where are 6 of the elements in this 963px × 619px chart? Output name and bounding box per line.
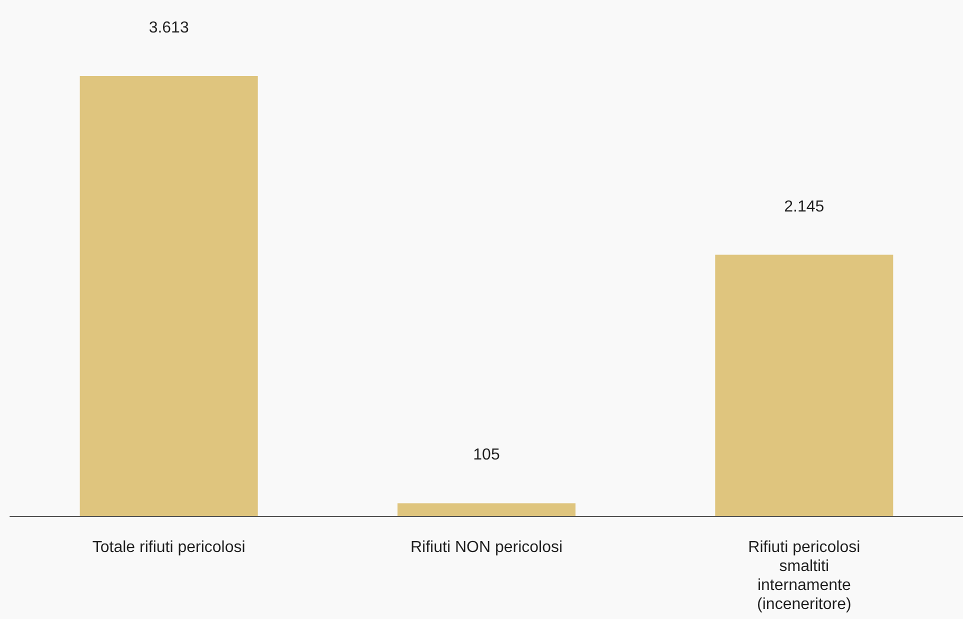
data-label: 3.613 [148,20,189,36]
x-tick-label: Rifiuti NON pericolosi [410,539,563,556]
x-tick-label: Rifiuti pericolosi smaltiti internamente (inceneritore) [748,539,860,613]
data-label: 105 [473,446,500,464]
data-label: 2.145 [784,198,824,216]
x-tick-label: Totale rifiuti pericolosi [92,539,246,556]
